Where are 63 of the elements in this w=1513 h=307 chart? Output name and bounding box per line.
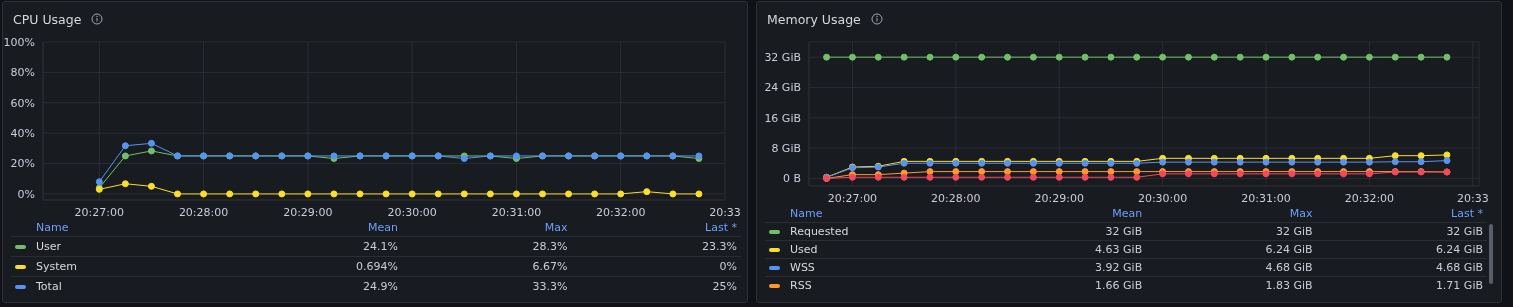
- text: 3.92 GiB: [1094, 259, 1144, 276]
- text: Last *: [704, 220, 738, 236]
- x-tick-label: 20:31:00: [1241, 191, 1291, 205]
- text: 6.24 GiB: [1434, 241, 1484, 258]
- text: 33.3%: [531, 278, 569, 295]
- x-tick-label: 20:28:00: [931, 191, 981, 205]
- x-tick-label: 20:27:00: [827, 191, 878, 205]
- text: Max: [543, 220, 569, 236]
- x-tick-label: 20:32:00: [596, 205, 646, 219]
- y-tick-label: 16 GiB: [764, 111, 801, 125]
- legend-title: Name: [35, 220, 70, 236]
- x-tick-label: 20:30:00: [1137, 191, 1188, 205]
- x-tick-label: 20:30:00: [387, 205, 437, 219]
- y-tick-label: 0%: [17, 187, 35, 201]
- legend-label: RSS: [789, 277, 813, 294]
- text: 4.68 GiB: [1434, 259, 1484, 276]
- text: 24.1%: [362, 238, 399, 255]
- legend-label: User: [35, 238, 63, 255]
- legend-label: System: [35, 258, 79, 275]
- legend-label: Total: [35, 278, 63, 295]
- text: 0%: [718, 258, 738, 275]
- text: 1.66 GiB: [1094, 277, 1144, 294]
- chart-title: CPU Usage: [13, 11, 82, 27]
- x-tick-label: 20:29:00: [1034, 191, 1084, 205]
- x-tick-label: 20:27:00: [74, 205, 125, 219]
- text: 4.63 GiB: [1094, 241, 1144, 258]
- text: 32 GiB: [1445, 223, 1484, 240]
- text: Mean: [1111, 206, 1144, 222]
- legend-label: Used: [789, 241, 819, 258]
- x-tick-label: 20:29:00: [283, 205, 333, 219]
- x-tick-label: 20:31:00: [491, 205, 542, 219]
- text: 1.83 GiB: [1264, 277, 1314, 294]
- x-tick-label: 20:32:00: [1344, 191, 1395, 205]
- y-tick-label: 80%: [10, 66, 35, 80]
- x-tick-label: 20:28:00: [178, 205, 229, 219]
- text: Last *: [1450, 206, 1484, 222]
- text: 28.3%: [531, 238, 569, 255]
- y-tick-label: 100%: [3, 35, 35, 49]
- y-tick-label: 20%: [10, 157, 35, 171]
- y-tick-label: 24 GiB: [764, 81, 801, 95]
- legend-label: Requested: [789, 223, 850, 240]
- text: Mean: [366, 220, 399, 236]
- text: 6.24 GiB: [1264, 241, 1314, 258]
- legend-title: Name: [789, 206, 824, 222]
- text: 24.9%: [362, 278, 399, 295]
- text: 6.67%: [531, 258, 569, 275]
- y-tick-label: 32 GiB: [764, 51, 801, 65]
- x-tick-label: 20:33: [1456, 191, 1489, 205]
- chart-title: Memory Usage: [767, 11, 861, 27]
- text: 0.694%: [355, 258, 399, 275]
- y-tick-label: 60%: [10, 96, 35, 110]
- y-tick-label: 8 GiB: [771, 142, 801, 156]
- text: Max: [1288, 206, 1314, 222]
- x-tick-label: 20:33: [709, 205, 741, 219]
- y-tick-label: 0 B: [782, 172, 801, 186]
- text: 32 GiB: [1274, 223, 1314, 240]
- text: 1.71 GiB: [1434, 277, 1484, 294]
- text: 32 GiB: [1104, 223, 1144, 240]
- text: 23.3%: [701, 238, 738, 255]
- y-tick-label: 40%: [10, 127, 35, 141]
- text: 4.68 GiB: [1264, 259, 1314, 276]
- text: 25%: [711, 278, 738, 295]
- legend-label: WSS: [789, 259, 816, 276]
